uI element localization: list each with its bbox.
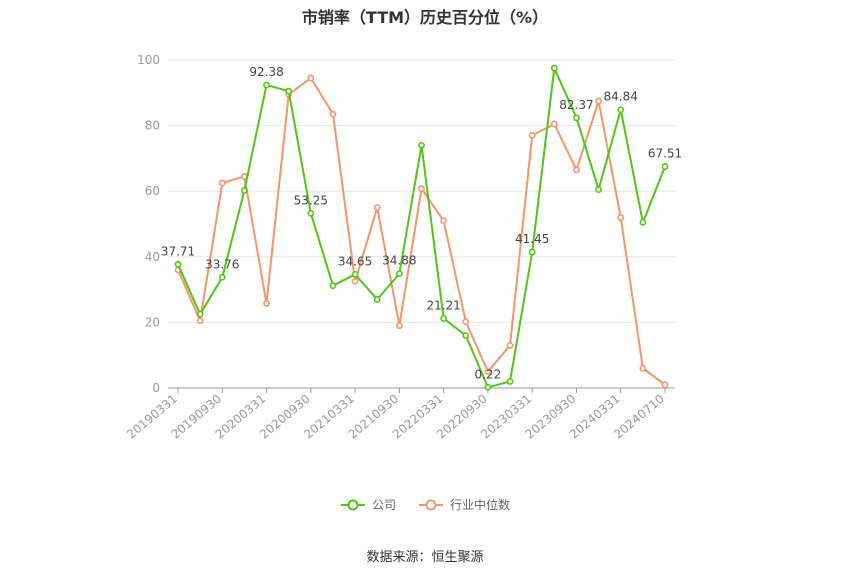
legend-label-industry-median: 行业中位数 <box>450 498 511 512</box>
data-label: 0.22 <box>475 367 502 381</box>
data-point <box>550 120 558 128</box>
data-point <box>351 270 359 278</box>
data-label: 41.45 <box>515 232 549 246</box>
data-point <box>484 383 492 391</box>
legend-item-company[interactable]: 公司 <box>340 496 396 513</box>
data-point <box>395 322 403 330</box>
data-point <box>506 341 514 349</box>
y-tick-label: 0 <box>152 381 160 395</box>
data-label: 53.25 <box>294 193 328 207</box>
data-point <box>373 296 381 303</box>
chart-title: 市销率（TTM）历史百分位（%） <box>301 8 549 27</box>
data-point <box>418 185 425 192</box>
y-tick-label: 80 <box>145 119 160 133</box>
data-point <box>418 141 425 149</box>
data-point <box>550 64 558 72</box>
data-label: 37.71 <box>161 244 195 258</box>
data-point <box>174 260 182 268</box>
data-point <box>373 204 381 211</box>
data-point <box>462 318 470 326</box>
y-tick-label: 60 <box>145 184 160 198</box>
legend-label-company: 公司 <box>371 498 396 512</box>
data-point <box>528 248 536 256</box>
data-point <box>595 186 602 193</box>
data-point <box>639 218 647 226</box>
data-point <box>241 187 248 194</box>
data-label: 84.84 <box>604 90 638 104</box>
data-point <box>484 368 492 375</box>
data-source: 数据来源：恒生聚源 <box>366 550 484 565</box>
data-point <box>196 310 204 318</box>
legend-item-industry-median[interactable]: 行业中位数 <box>418 496 510 513</box>
legend: 公司 行业中位数 <box>0 496 850 513</box>
data-point <box>351 277 359 285</box>
data-point <box>462 332 470 339</box>
data-point <box>595 97 602 105</box>
data-point <box>573 114 580 122</box>
data-point <box>617 106 625 114</box>
y-tick-label: 100 <box>137 53 160 67</box>
data-label: 21.21 <box>426 298 460 312</box>
data-point <box>661 163 669 170</box>
data-point <box>285 87 293 95</box>
data-label: 34.88 <box>382 254 416 268</box>
legend-marker-industry-icon <box>419 499 443 510</box>
data-point <box>661 381 669 389</box>
data-point <box>307 74 315 82</box>
data-point <box>617 214 625 221</box>
data-point <box>639 364 647 372</box>
data-point <box>506 378 514 385</box>
data-point <box>307 209 315 217</box>
data-point <box>573 166 580 174</box>
series-line-0 <box>177 67 666 389</box>
data-label: 67.51 <box>648 147 682 161</box>
data-point <box>218 179 226 187</box>
data-point <box>263 81 270 89</box>
data-label: 33.76 <box>205 257 239 271</box>
legend-marker-company-icon <box>340 499 365 510</box>
data-label: 92.38 <box>249 65 283 79</box>
data-label: 82.37 <box>559 98 593 112</box>
series-line-1 <box>177 77 666 386</box>
data-point <box>218 273 226 281</box>
data-point <box>196 317 204 325</box>
data-point <box>329 282 337 290</box>
data-point <box>440 315 448 322</box>
y-tick-label: 20 <box>145 315 160 329</box>
data-point <box>395 270 403 277</box>
data-label: 34.65 <box>338 254 372 268</box>
data-point <box>528 132 536 139</box>
data-point <box>329 110 337 118</box>
data-point <box>440 217 448 225</box>
data-point <box>263 299 270 307</box>
y-tick-label: 40 <box>145 250 160 264</box>
